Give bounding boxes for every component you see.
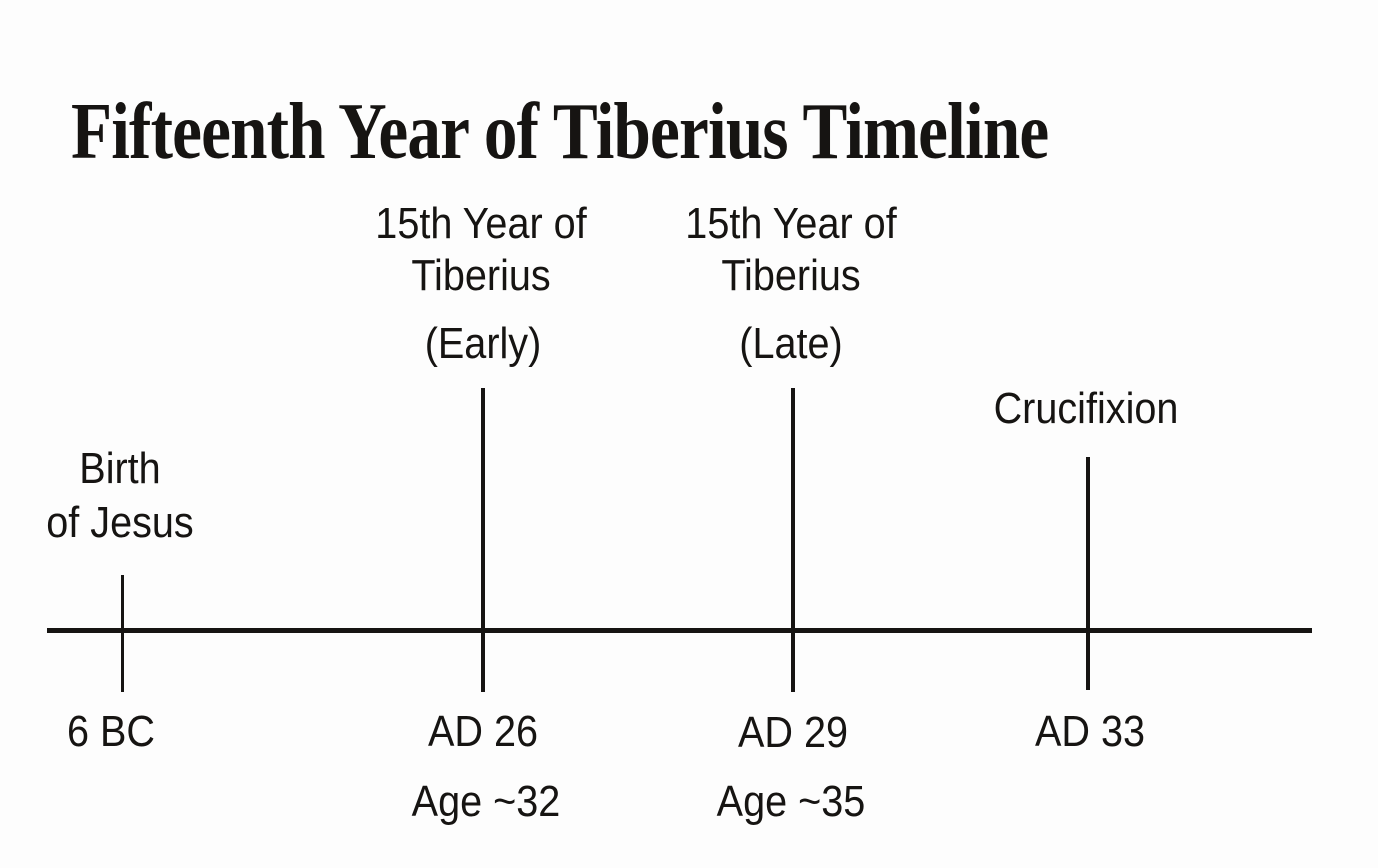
page-title: Fifteenth Year of Tiberius Timeline [71,87,1049,176]
event-year-label: AD 29 [737,708,849,757]
event-year-label: AD 26 [427,707,539,756]
event-age-label: Age ~32 [411,777,561,826]
event-name-label: Crucifixion [993,384,1179,433]
event-age-label: Age ~35 [716,777,866,826]
event-name-label: 15th Year of Tiberius [685,199,897,300]
event-tick [121,575,124,692]
event-qualifier-label: (Early) [424,319,542,368]
event-name-label: 15th Year of Tiberius [375,199,587,300]
event-year-label: AD 33 [1034,707,1146,756]
event-name-label: Birth of Jesus [46,444,194,547]
event-year-label: 6 BC [66,707,156,756]
event-tick [1086,457,1090,690]
event-qualifier-label: (Late) [739,319,843,368]
event-tick [481,388,485,692]
timeline-axis [47,628,1312,633]
event-tick [791,388,795,692]
